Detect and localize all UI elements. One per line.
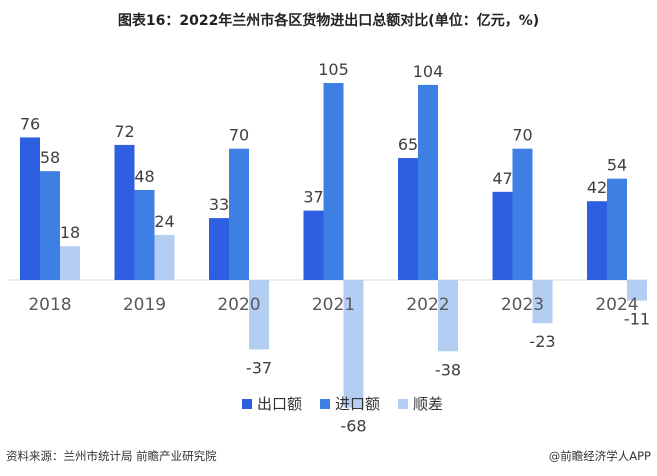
bar-surplus-2021	[343, 280, 364, 408]
legend-label-import: 进口额	[335, 395, 380, 413]
bar-import-2023	[512, 148, 533, 280]
bar-surplus-2020	[249, 280, 269, 350]
bar-export-2018	[20, 137, 40, 280]
data-label-import-2021: 105	[318, 60, 349, 79]
bar-export-2019	[114, 144, 135, 280]
bar-import-2022	[418, 84, 438, 281]
data-label-export-2018: 76	[20, 114, 40, 133]
data-label-import-2018: 58	[40, 148, 60, 167]
bar-import-2021	[323, 83, 344, 281]
data-label-surplus-2023: -23	[529, 332, 555, 351]
data-label-import-2019: 48	[134, 167, 154, 186]
data-label-import-2020: 70	[229, 126, 249, 145]
bar-export-2020	[209, 218, 229, 280]
bar-import-2019	[134, 189, 155, 280]
legend-label-export: 出口额	[257, 395, 302, 413]
bar-export-2021	[303, 210, 324, 280]
bar-surplus-2024	[627, 280, 647, 301]
x-tick-label-2018: 2018	[28, 295, 71, 315]
data-label-surplus-2022: -38	[435, 360, 461, 379]
data-label-import-2024: 54	[607, 156, 627, 175]
bar-export-2022	[398, 158, 418, 280]
data-label-surplus-2020: -37	[246, 358, 272, 377]
legend-label-surplus: 顺差	[413, 395, 443, 413]
x-tick-label-2019: 2019	[123, 295, 166, 315]
bar-surplus-2022	[438, 280, 458, 352]
bar-surplus-2023	[532, 280, 553, 324]
data-label-export-2023: 47	[492, 169, 512, 188]
x-tick-label-2020: 2020	[217, 295, 260, 315]
x-tick-label-2024: 2024	[595, 295, 638, 315]
legend-swatch-import	[320, 399, 330, 409]
x-tick-label-2022: 2022	[406, 295, 449, 315]
legend-swatch-export	[242, 399, 252, 409]
bar-surplus-2019	[154, 234, 175, 280]
legend-swatch-surplus	[398, 399, 408, 409]
data-label-surplus-2018: 18	[60, 223, 80, 242]
data-label-export-2024: 42	[587, 178, 607, 197]
data-label-export-2020: 33	[209, 195, 229, 214]
data-label-surplus-2021: -68	[340, 417, 366, 436]
bar-export-2023	[492, 191, 513, 280]
brand-note: @前瞻经济学人APP	[548, 449, 651, 463]
source-note: 资料来源：兰州市统计局 前瞻产业研究院	[6, 449, 217, 463]
data-label-import-2023: 70	[512, 126, 532, 145]
x-tick-label-2023: 2023	[501, 295, 544, 315]
x-tick-label-2021: 2021	[312, 295, 355, 315]
bar-import-2024	[607, 178, 627, 280]
data-label-surplus-2024: -11	[624, 310, 650, 329]
data-label-export-2019: 72	[114, 122, 134, 141]
data-label-surplus-2019: 24	[154, 212, 174, 231]
bar-import-2020	[229, 148, 249, 280]
bar-surplus-2018	[60, 246, 80, 280]
data-label-export-2022: 65	[398, 135, 418, 154]
chart-title: 图表16：2022年兰州市各区货物进出口总额对比(单位：亿元，%)	[117, 13, 540, 29]
data-label-import-2022: 104	[413, 62, 444, 81]
bar-import-2018	[40, 171, 60, 280]
bar-export-2024	[587, 201, 607, 280]
data-label-export-2021: 37	[303, 188, 323, 207]
